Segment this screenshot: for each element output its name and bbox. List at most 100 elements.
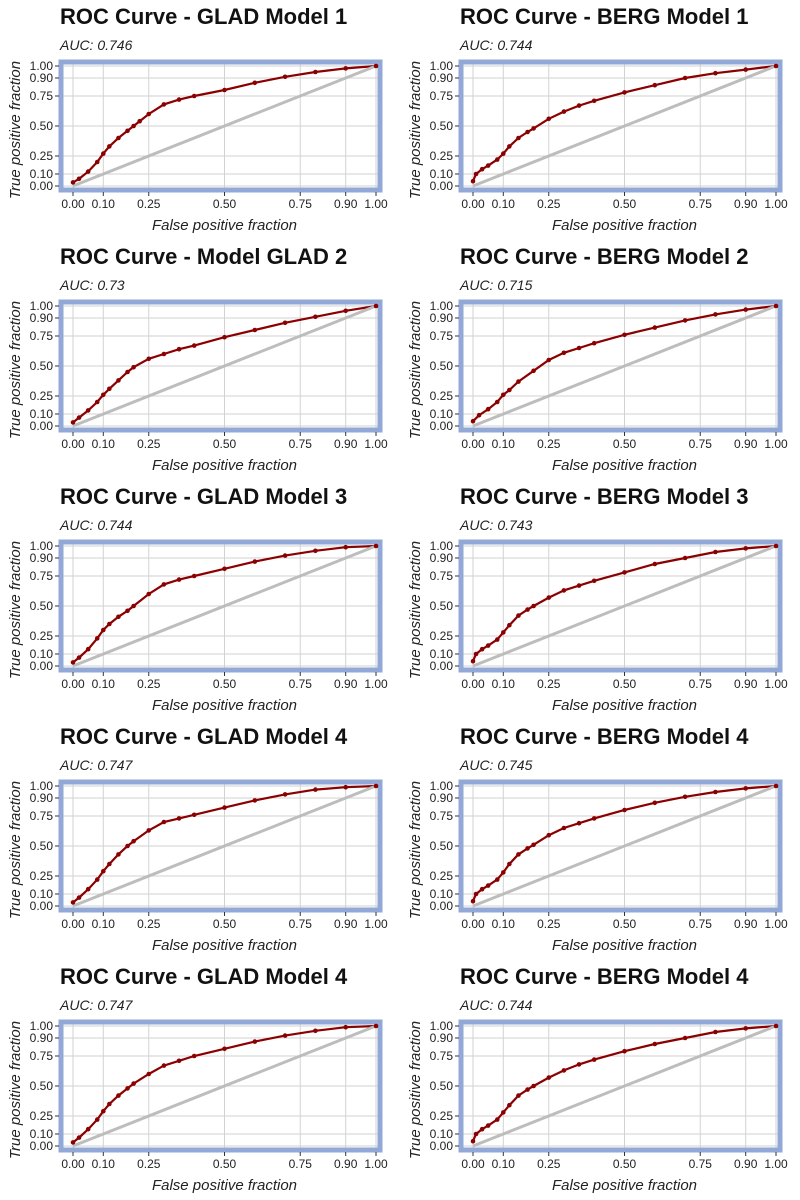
plot-frame: [458, 779, 783, 913]
y-tick-label: 0.10: [430, 167, 454, 181]
roc-point: [682, 1035, 688, 1041]
roc-point: [713, 312, 718, 317]
y-tick-label: 0.10: [30, 647, 54, 661]
roc-point: [125, 369, 130, 375]
roc-point: [622, 570, 627, 575]
x-tick-label: 0.10: [92, 1157, 116, 1171]
roc-point: [479, 166, 485, 172]
roc-point: [591, 578, 597, 584]
roc-point: [146, 591, 152, 597]
roc-point: [652, 325, 658, 330]
y-tick-label: 0.50: [30, 599, 54, 613]
x-tick-label: 0.25: [137, 1157, 161, 1171]
x-axis-title: False positive fraction: [152, 217, 297, 234]
y-tick-label: 0.75: [430, 1049, 454, 1063]
chart-subtitle-auc: AUC: 0.747: [60, 997, 133, 1013]
roc-point: [561, 350, 567, 356]
y-tick-label: 0.90: [430, 1031, 454, 1045]
chart-subtitle-auc: AUC: 0.746: [60, 37, 133, 53]
roc-point: [252, 1039, 258, 1044]
x-tick-label: 0.10: [92, 917, 116, 931]
roc-point: [116, 852, 121, 857]
diagonal-reference-line: [72, 1024, 377, 1148]
y-tick-label: 0.00: [430, 1139, 454, 1153]
x-axis-title: False positive fraction: [552, 697, 697, 714]
x-tick-label: 0.75: [689, 1157, 713, 1171]
roc-point: [282, 320, 288, 326]
roc-point: [713, 549, 718, 555]
x-tick-label: 0.75: [689, 437, 713, 451]
diagonal-reference-line: [472, 64, 777, 188]
y-axis-title: True positive fraction: [7, 1021, 24, 1159]
roc-point: [101, 392, 106, 398]
roc-point: [222, 1046, 227, 1052]
roc-point: [116, 614, 121, 620]
x-tick-label: 0.10: [492, 437, 516, 451]
x-tick-label: 0.50: [613, 437, 637, 451]
y-tick-label: 1.00: [430, 1019, 454, 1033]
y-axis-title: True positive fraction: [407, 301, 424, 439]
chart-title: ROC Curve - GLAD Model 4: [60, 724, 348, 749]
roc-point: [146, 356, 152, 362]
roc-point: [76, 415, 82, 420]
roc-point: [773, 63, 779, 69]
y-tick-label: 1.00: [430, 59, 454, 73]
y-tick-label: 0.75: [30, 89, 54, 103]
x-tick-label: 0.50: [213, 437, 237, 451]
roc-point: [176, 97, 182, 102]
y-tick-label: 0.25: [30, 869, 54, 883]
roc-point: [161, 351, 167, 357]
chart-subtitle-auc: AUC: 0.73: [60, 277, 125, 293]
plot-frame: [458, 299, 783, 433]
roc-point: [191, 343, 197, 348]
roc-point: [222, 334, 227, 340]
roc-point: [101, 868, 106, 874]
y-tick-label: 1.00: [30, 59, 54, 73]
roc-point: [652, 82, 658, 88]
roc-point: [501, 870, 506, 875]
roc-point: [479, 886, 485, 892]
roc-point: [191, 1053, 197, 1059]
roc-point: [622, 807, 627, 813]
roc-point: [85, 646, 91, 652]
roc-point: [652, 800, 658, 806]
y-tick-label: 1.00: [430, 779, 454, 793]
roc-point: [622, 332, 627, 338]
roc-point: [191, 812, 197, 818]
roc-point: [485, 1123, 491, 1128]
y-tick-label: 0.90: [30, 551, 54, 565]
y-tick-label: 0.00: [30, 1139, 54, 1153]
roc-point: [773, 543, 779, 549]
x-tick-label: 0.90: [334, 917, 358, 931]
y-tick-label: 0.10: [430, 647, 454, 661]
roc-point: [85, 886, 91, 892]
x-tick-label: 0.50: [213, 677, 237, 691]
roc-point: [94, 1117, 100, 1122]
y-tick-label: 0.90: [430, 791, 454, 805]
roc-point: [682, 75, 688, 81]
x-tick-label: 0.10: [92, 437, 116, 451]
y-tick-label: 0.75: [30, 569, 54, 583]
chart-subtitle-auc: AUC: 0.744: [460, 997, 533, 1013]
roc-point: [507, 622, 512, 628]
y-axis-title: True positive fraction: [407, 1021, 424, 1159]
roc-point: [282, 553, 288, 558]
plot-svg: 0.00 0.10 0.25 0.50 0.75 0.90 1.000.000.100.25…: [407, 539, 788, 714]
roc-point: [682, 555, 688, 561]
roc-point: [107, 621, 112, 627]
y-tick-label: 1.00: [30, 299, 54, 313]
y-tick-label: 0.25: [30, 389, 54, 403]
y-tick-label: 0.10: [430, 1127, 454, 1141]
x-tick-label: 0.90: [334, 677, 358, 691]
y-tick-label: 0.90: [30, 311, 54, 325]
chart-title: ROC Curve - GLAD Model 4: [60, 964, 348, 989]
y-tick-label: 0.00: [30, 179, 54, 193]
x-axis-title: False positive fraction: [552, 937, 697, 954]
roc-point: [222, 566, 227, 572]
y-tick-label: 0.75: [430, 569, 454, 583]
y-axis-title: True positive fraction: [407, 61, 424, 199]
y-tick-label: 0.25: [30, 149, 54, 163]
roc-point: [191, 93, 197, 99]
x-tick-label: 1.00: [364, 197, 388, 211]
